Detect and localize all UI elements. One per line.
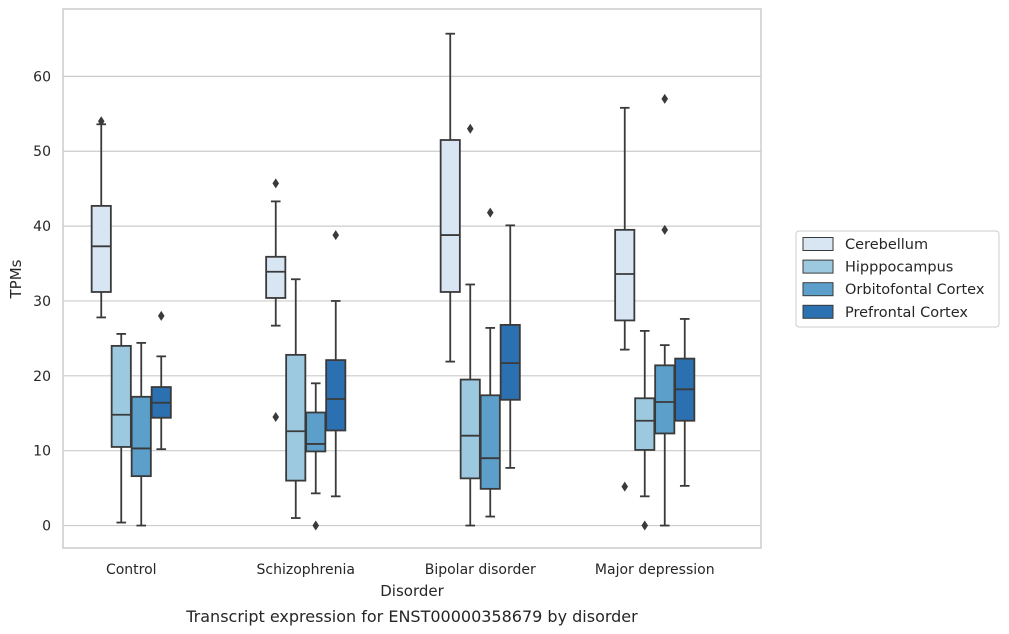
legend-frame	[795, 230, 1000, 328]
box-body	[90, 204, 112, 293]
chart-caption: Transcript expression for ENST0000035867…	[185, 607, 638, 626]
outlier-point-0	[272, 178, 280, 189]
outlier-point-0	[466, 123, 474, 134]
box-body	[439, 139, 461, 293]
grid-lines	[63, 75, 761, 527]
y-tick-label-60: 60	[33, 69, 51, 85]
box-2-1	[305, 382, 327, 531]
box-3-1	[325, 230, 347, 498]
box-body	[614, 228, 636, 322]
box-body	[479, 394, 501, 490]
box-2-0	[130, 341, 152, 527]
legend-label-1: Hipppocampus	[845, 260, 953, 276]
box-1-1	[285, 278, 307, 519]
legend: Cerebellum Hipppocampus Orbitofontal Corte…	[795, 230, 1000, 328]
y-tick-label-30: 30	[33, 294, 51, 310]
box-1-0	[110, 332, 132, 524]
box-body	[130, 395, 152, 478]
x-tick-label-2: Bipolar disorder	[425, 562, 536, 578]
box-body	[459, 378, 481, 480]
box-3-3	[674, 318, 696, 487]
outlier-point-0	[661, 224, 669, 235]
plot-frame	[62, 8, 762, 549]
box-0-1	[265, 178, 287, 422]
box-3-2	[499, 224, 521, 469]
y-tick-label-40: 40	[33, 219, 51, 235]
series-0	[90, 32, 636, 492]
y-tick-label-20: 20	[33, 369, 51, 385]
box-body	[285, 353, 307, 482]
outlier-point-0	[332, 230, 340, 241]
outlier-point-0	[641, 520, 649, 531]
box-body	[265, 255, 287, 299]
box-body	[634, 397, 656, 451]
series-2	[130, 93, 676, 531]
legend-label-0: Cerebellum	[845, 237, 928, 253]
x-tick-label-0: Control	[106, 562, 157, 578]
y-tick-label-50: 50	[33, 144, 51, 160]
outlier-point-0	[157, 310, 165, 321]
series-3	[150, 224, 696, 498]
box-body	[305, 411, 327, 453]
x-axis-title: Disorder	[380, 582, 444, 600]
x-tick-label-1: Schizophrenia	[257, 562, 355, 578]
box-0-0	[90, 116, 112, 319]
legend-label-2: Orbitofontal Cortex	[845, 282, 985, 298]
box-body	[110, 344, 132, 448]
legend-label-3: Prefrontal Cortex	[845, 305, 968, 321]
box-1-3	[634, 330, 656, 531]
x-tick-label-3: Major depression	[595, 562, 715, 578]
box-0-3	[614, 106, 636, 492]
box-1-2	[459, 123, 481, 527]
box-plot-series	[90, 32, 696, 531]
box-3-0	[150, 310, 172, 451]
y-tick-label-0: 0	[42, 519, 51, 535]
x-axis-ticks: Control Schizophrenia Bipolar disorder Majo…	[106, 562, 715, 578]
legend-swatch-3	[802, 304, 834, 319]
y-axis-title: TPMs	[7, 259, 25, 299]
y-axis-ticks: 0 10 20 30 40 50 60	[33, 69, 51, 534]
box-2-3	[654, 93, 676, 527]
legend-swatch-0	[802, 237, 834, 251]
box-2-2	[479, 207, 501, 518]
outlier-point-1	[272, 411, 280, 422]
legend-swatch-1	[802, 259, 834, 274]
outlier-point-1	[661, 93, 669, 104]
legend-swatch-2	[802, 282, 834, 297]
outlier-point-0	[486, 207, 494, 218]
y-tick-label-10: 10	[33, 444, 51, 460]
outlier-point-0	[312, 520, 320, 531]
outlier-point-0	[97, 116, 105, 127]
box-0-2	[439, 32, 461, 363]
outlier-point-0	[621, 481, 629, 492]
box-body	[654, 364, 676, 435]
box-body	[325, 359, 347, 432]
series-1	[110, 123, 656, 531]
